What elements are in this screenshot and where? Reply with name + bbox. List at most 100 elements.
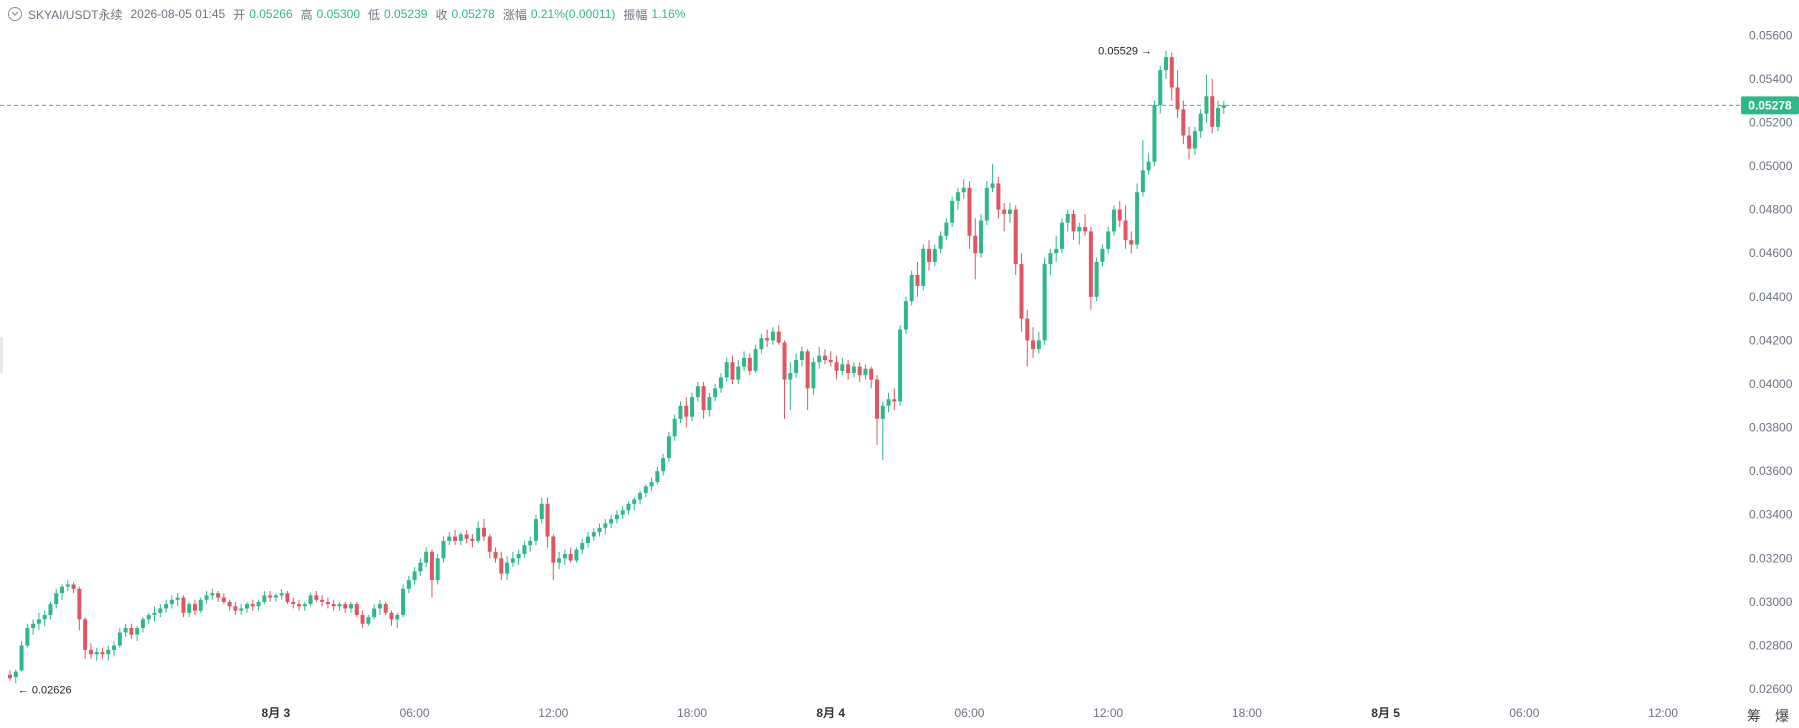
candle-body — [834, 362, 839, 371]
candle-body — [666, 436, 671, 459]
candle-body — [799, 351, 804, 360]
candle-body — [117, 632, 122, 646]
candle-body — [1065, 213, 1070, 223]
candle-body — [863, 368, 868, 376]
collapse-toggle[interactable] — [8, 7, 22, 21]
candle-body — [950, 200, 955, 223]
candle-body — [1129, 240, 1134, 245]
candle-body — [597, 527, 602, 533]
candle-body — [655, 471, 660, 483]
candle-body — [1135, 192, 1140, 245]
candle-body — [429, 551, 434, 581]
candle-body — [216, 593, 221, 598]
candle-body — [822, 355, 827, 360]
x-tick-label: 18:00 — [677, 706, 707, 720]
candle-body — [510, 558, 515, 563]
candle-body — [938, 235, 943, 249]
candle-body — [1152, 105, 1157, 162]
candle-body — [48, 604, 53, 615]
candle-body — [366, 617, 371, 624]
candle-body — [701, 386, 706, 411]
candle-body — [94, 652, 99, 655]
candle-body — [210, 593, 215, 596]
chevron-down-icon — [11, 11, 19, 16]
candle-body — [285, 593, 290, 602]
candle-body — [360, 615, 365, 624]
candle-body — [1077, 227, 1082, 232]
candle-body — [545, 503, 550, 537]
candle-body — [609, 519, 614, 524]
candle-body — [955, 192, 960, 201]
last-price-tag — [1741, 96, 1799, 115]
candle-body — [661, 458, 666, 472]
x-tick-label: 06:00 — [1509, 706, 1539, 720]
candle-body — [522, 545, 527, 554]
y-tick-label: 0.04800 — [1749, 203, 1793, 217]
candle-body — [632, 499, 637, 504]
candle-body — [1002, 209, 1007, 214]
liquidation-button[interactable]: 爆 — [1775, 708, 1789, 724]
amplitude-label: 振幅 — [623, 7, 648, 22]
y-tick-label: 0.05600 — [1749, 28, 1793, 42]
candle-body — [776, 331, 781, 343]
candle-body — [753, 349, 758, 371]
candle-body — [1094, 261, 1099, 297]
bottom-tools: 筹 爆 — [1747, 706, 1789, 726]
candle-body — [1146, 161, 1151, 171]
candle-body — [1164, 57, 1168, 71]
candle-body — [990, 183, 995, 188]
candle-body — [1007, 209, 1012, 214]
candle-body — [672, 418, 677, 437]
candle-body — [476, 527, 481, 541]
price-axis[interactable]: 0.05600 0.05400 0.05200 0.05000 0.04800 0.046… — [1749, 28, 1793, 696]
candle-body — [707, 397, 712, 411]
candle-body — [921, 248, 926, 286]
chart-header: SKYAI/USDT永续 2026-08-05 01:45 开 0.05266 … — [8, 4, 693, 24]
candle-body — [464, 534, 469, 539]
candle-body — [349, 604, 354, 609]
candle-body — [516, 553, 521, 559]
candle-body — [453, 536, 458, 541]
x-tick-label: 18:00 — [1232, 706, 1262, 720]
y-tick-label: 0.05200 — [1749, 115, 1793, 129]
y-tick-label: 0.05400 — [1749, 72, 1793, 86]
candle-body — [1140, 170, 1145, 193]
candle-body — [1048, 253, 1053, 265]
candle-body — [123, 628, 128, 633]
x-tick-label: 8月 4 — [816, 706, 845, 720]
candle-body — [805, 351, 810, 389]
candle-body — [730, 362, 735, 380]
candle-body — [794, 360, 799, 374]
time-axis[interactable]: 8月 3 06:00 12:00 18:00 8月 4 06:00 12:00 18:00 8月… — [262, 706, 1679, 720]
candle-body — [1123, 220, 1128, 241]
candle-body — [337, 604, 342, 607]
open-value: 0.05266 — [249, 7, 293, 21]
chip-distribution-button[interactable]: 筹 — [1747, 708, 1761, 724]
candle-body — [13, 671, 18, 678]
max-price-label: 0.05529 → — [1098, 46, 1152, 58]
candle-body — [377, 604, 382, 609]
panel-resize-handle[interactable] — [0, 337, 3, 373]
candle-body — [1221, 105, 1226, 109]
candle-body — [1198, 113, 1203, 132]
candle-body — [1031, 340, 1036, 350]
candle-body — [1192, 131, 1197, 149]
candle-body — [528, 540, 533, 546]
x-tick-label: 12:00 — [1093, 706, 1123, 720]
x-tick-label: 8月 3 — [262, 706, 291, 720]
candle-body — [19, 645, 24, 671]
candle-body — [297, 604, 301, 607]
close-value: 0.05278 — [451, 7, 495, 21]
candle-body — [487, 536, 492, 552]
change-value: 0.21%(0.00011) — [530, 7, 616, 21]
candle-body — [857, 366, 862, 376]
candle-body — [984, 187, 989, 221]
candle-body — [765, 338, 770, 341]
candle-body — [383, 604, 388, 613]
candle-body — [684, 405, 689, 417]
candle-body — [875, 379, 879, 419]
candle-body — [539, 503, 544, 520]
y-tick-label: 0.03200 — [1749, 551, 1793, 565]
candle-body — [1036, 340, 1041, 350]
